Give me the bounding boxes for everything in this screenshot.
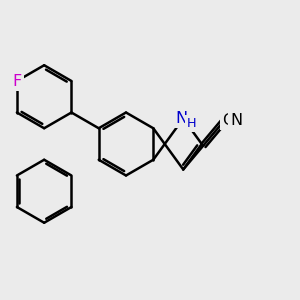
Text: H: H <box>187 117 196 130</box>
Text: C: C <box>222 113 233 128</box>
Text: F: F <box>12 74 22 88</box>
Text: N: N <box>176 111 188 126</box>
Text: N: N <box>231 113 243 128</box>
